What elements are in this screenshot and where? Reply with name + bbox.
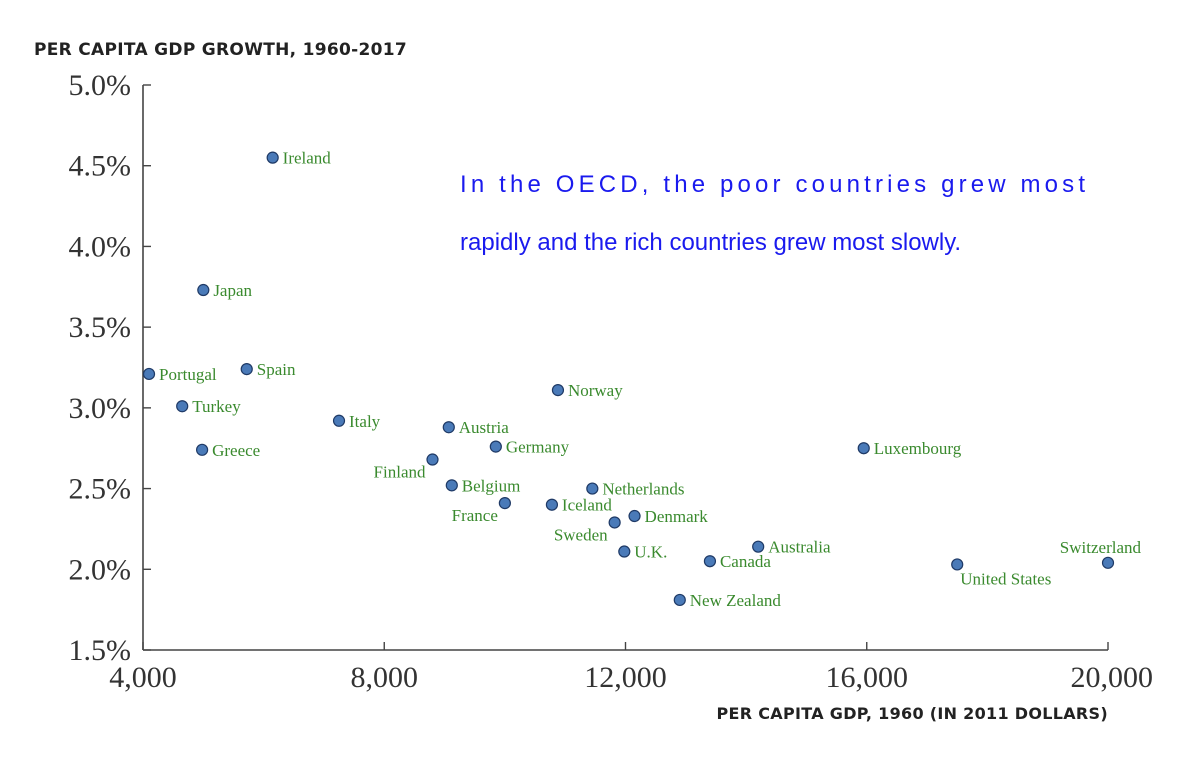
point-canada bbox=[703, 555, 717, 568]
point-label-switzerland: Switzerland bbox=[1060, 538, 1142, 557]
x-tick-label: 4,000 bbox=[109, 661, 177, 694]
y-tick-label: 4.0% bbox=[69, 230, 132, 263]
point-turkey bbox=[176, 400, 189, 413]
point-denmark bbox=[628, 509, 641, 523]
point-portugal bbox=[142, 367, 156, 381]
point-belgium bbox=[445, 479, 458, 492]
point-label-ireland: Ireland bbox=[283, 149, 332, 168]
point-u-k bbox=[618, 545, 631, 558]
point-japan bbox=[197, 283, 210, 297]
y-tick-label: 1.5% bbox=[69, 634, 132, 667]
point-label-denmark: Denmark bbox=[645, 507, 709, 526]
point-label-portugal: Portugal bbox=[159, 365, 217, 384]
y-tick-label: 3.0% bbox=[69, 392, 132, 425]
y-tick-label: 2.0% bbox=[69, 553, 132, 586]
x-tick-label: 8,000 bbox=[351, 661, 419, 694]
point-label-netherlands: Netherlands bbox=[602, 480, 684, 499]
point-label-iceland: Iceland bbox=[562, 496, 613, 515]
point-italy bbox=[332, 414, 346, 427]
point-luxembourg bbox=[857, 442, 870, 455]
point-switzerland bbox=[1101, 556, 1115, 569]
point-label-turkey: Turkey bbox=[192, 397, 241, 416]
point-ireland bbox=[266, 151, 279, 164]
point-spain bbox=[240, 363, 253, 376]
y-tick-label: 4.5% bbox=[69, 150, 132, 183]
point-label-spain: Spain bbox=[257, 360, 296, 379]
point-sweden bbox=[608, 516, 621, 529]
x-tick-label: 20,000 bbox=[1071, 661, 1154, 694]
point-label-new-zealand: New Zealand bbox=[690, 591, 782, 610]
point-label-austria: Austria bbox=[459, 418, 510, 437]
point-germany bbox=[489, 440, 502, 453]
point-label-greece: Greece bbox=[212, 441, 260, 460]
point-iceland bbox=[545, 498, 559, 511]
point-label-norway: Norway bbox=[568, 381, 623, 400]
point-label-u-k: U.K. bbox=[634, 543, 667, 562]
point-label-finland: Finland bbox=[374, 463, 426, 482]
y-tick-label: 5.0% bbox=[69, 69, 132, 102]
data-points: Ireland Japan Portugal Spain Turkey Greece Ita… bbox=[142, 149, 1142, 610]
point-norway bbox=[551, 384, 565, 397]
point-finland bbox=[426, 453, 439, 466]
y-tick-label: 2.5% bbox=[69, 473, 132, 506]
y-axis-title: PER CAPITA GDP GROWTH, 1960-2017 bbox=[34, 40, 407, 60]
point-label-belgium: Belgium bbox=[462, 476, 521, 495]
y-tick-label: 3.5% bbox=[69, 311, 132, 344]
x-axis-title: PER CAPITA GDP, 1960 (IN 2011 DOLLARS) bbox=[717, 704, 1108, 723]
point-austria bbox=[442, 421, 455, 434]
point-label-germany: Germany bbox=[506, 438, 570, 457]
point-label-united-states: United States bbox=[960, 569, 1051, 588]
point-france bbox=[498, 497, 511, 510]
point-label-australia: Australia bbox=[768, 538, 831, 557]
point-united-states bbox=[951, 558, 964, 571]
point-label-italy: Italy bbox=[349, 412, 381, 431]
point-label-japan: Japan bbox=[213, 281, 252, 300]
point-label-luxembourg: Luxembourg bbox=[874, 439, 962, 458]
point-new-zealand bbox=[673, 593, 686, 607]
annotation-line-2: rapidly and the rich countries grew most… bbox=[460, 229, 961, 256]
point-netherlands bbox=[586, 482, 599, 495]
x-tick-label: 12,000 bbox=[584, 661, 667, 694]
point-label-sweden: Sweden bbox=[554, 525, 608, 544]
annotation-line-1: In the OECD, the poor countries grew mos… bbox=[460, 171, 1085, 198]
x-tick-label: 16,000 bbox=[826, 661, 909, 694]
point-label-canada: Canada bbox=[720, 552, 771, 571]
point-label-france: France bbox=[452, 506, 498, 525]
axes: 1.5% 2.0% 2.5% 3.0% 3.5% 4.0% 4.5% 5.0% 4,000 8,0… bbox=[69, 69, 1154, 694]
point-greece bbox=[196, 443, 209, 456]
point-australia bbox=[752, 540, 765, 553]
